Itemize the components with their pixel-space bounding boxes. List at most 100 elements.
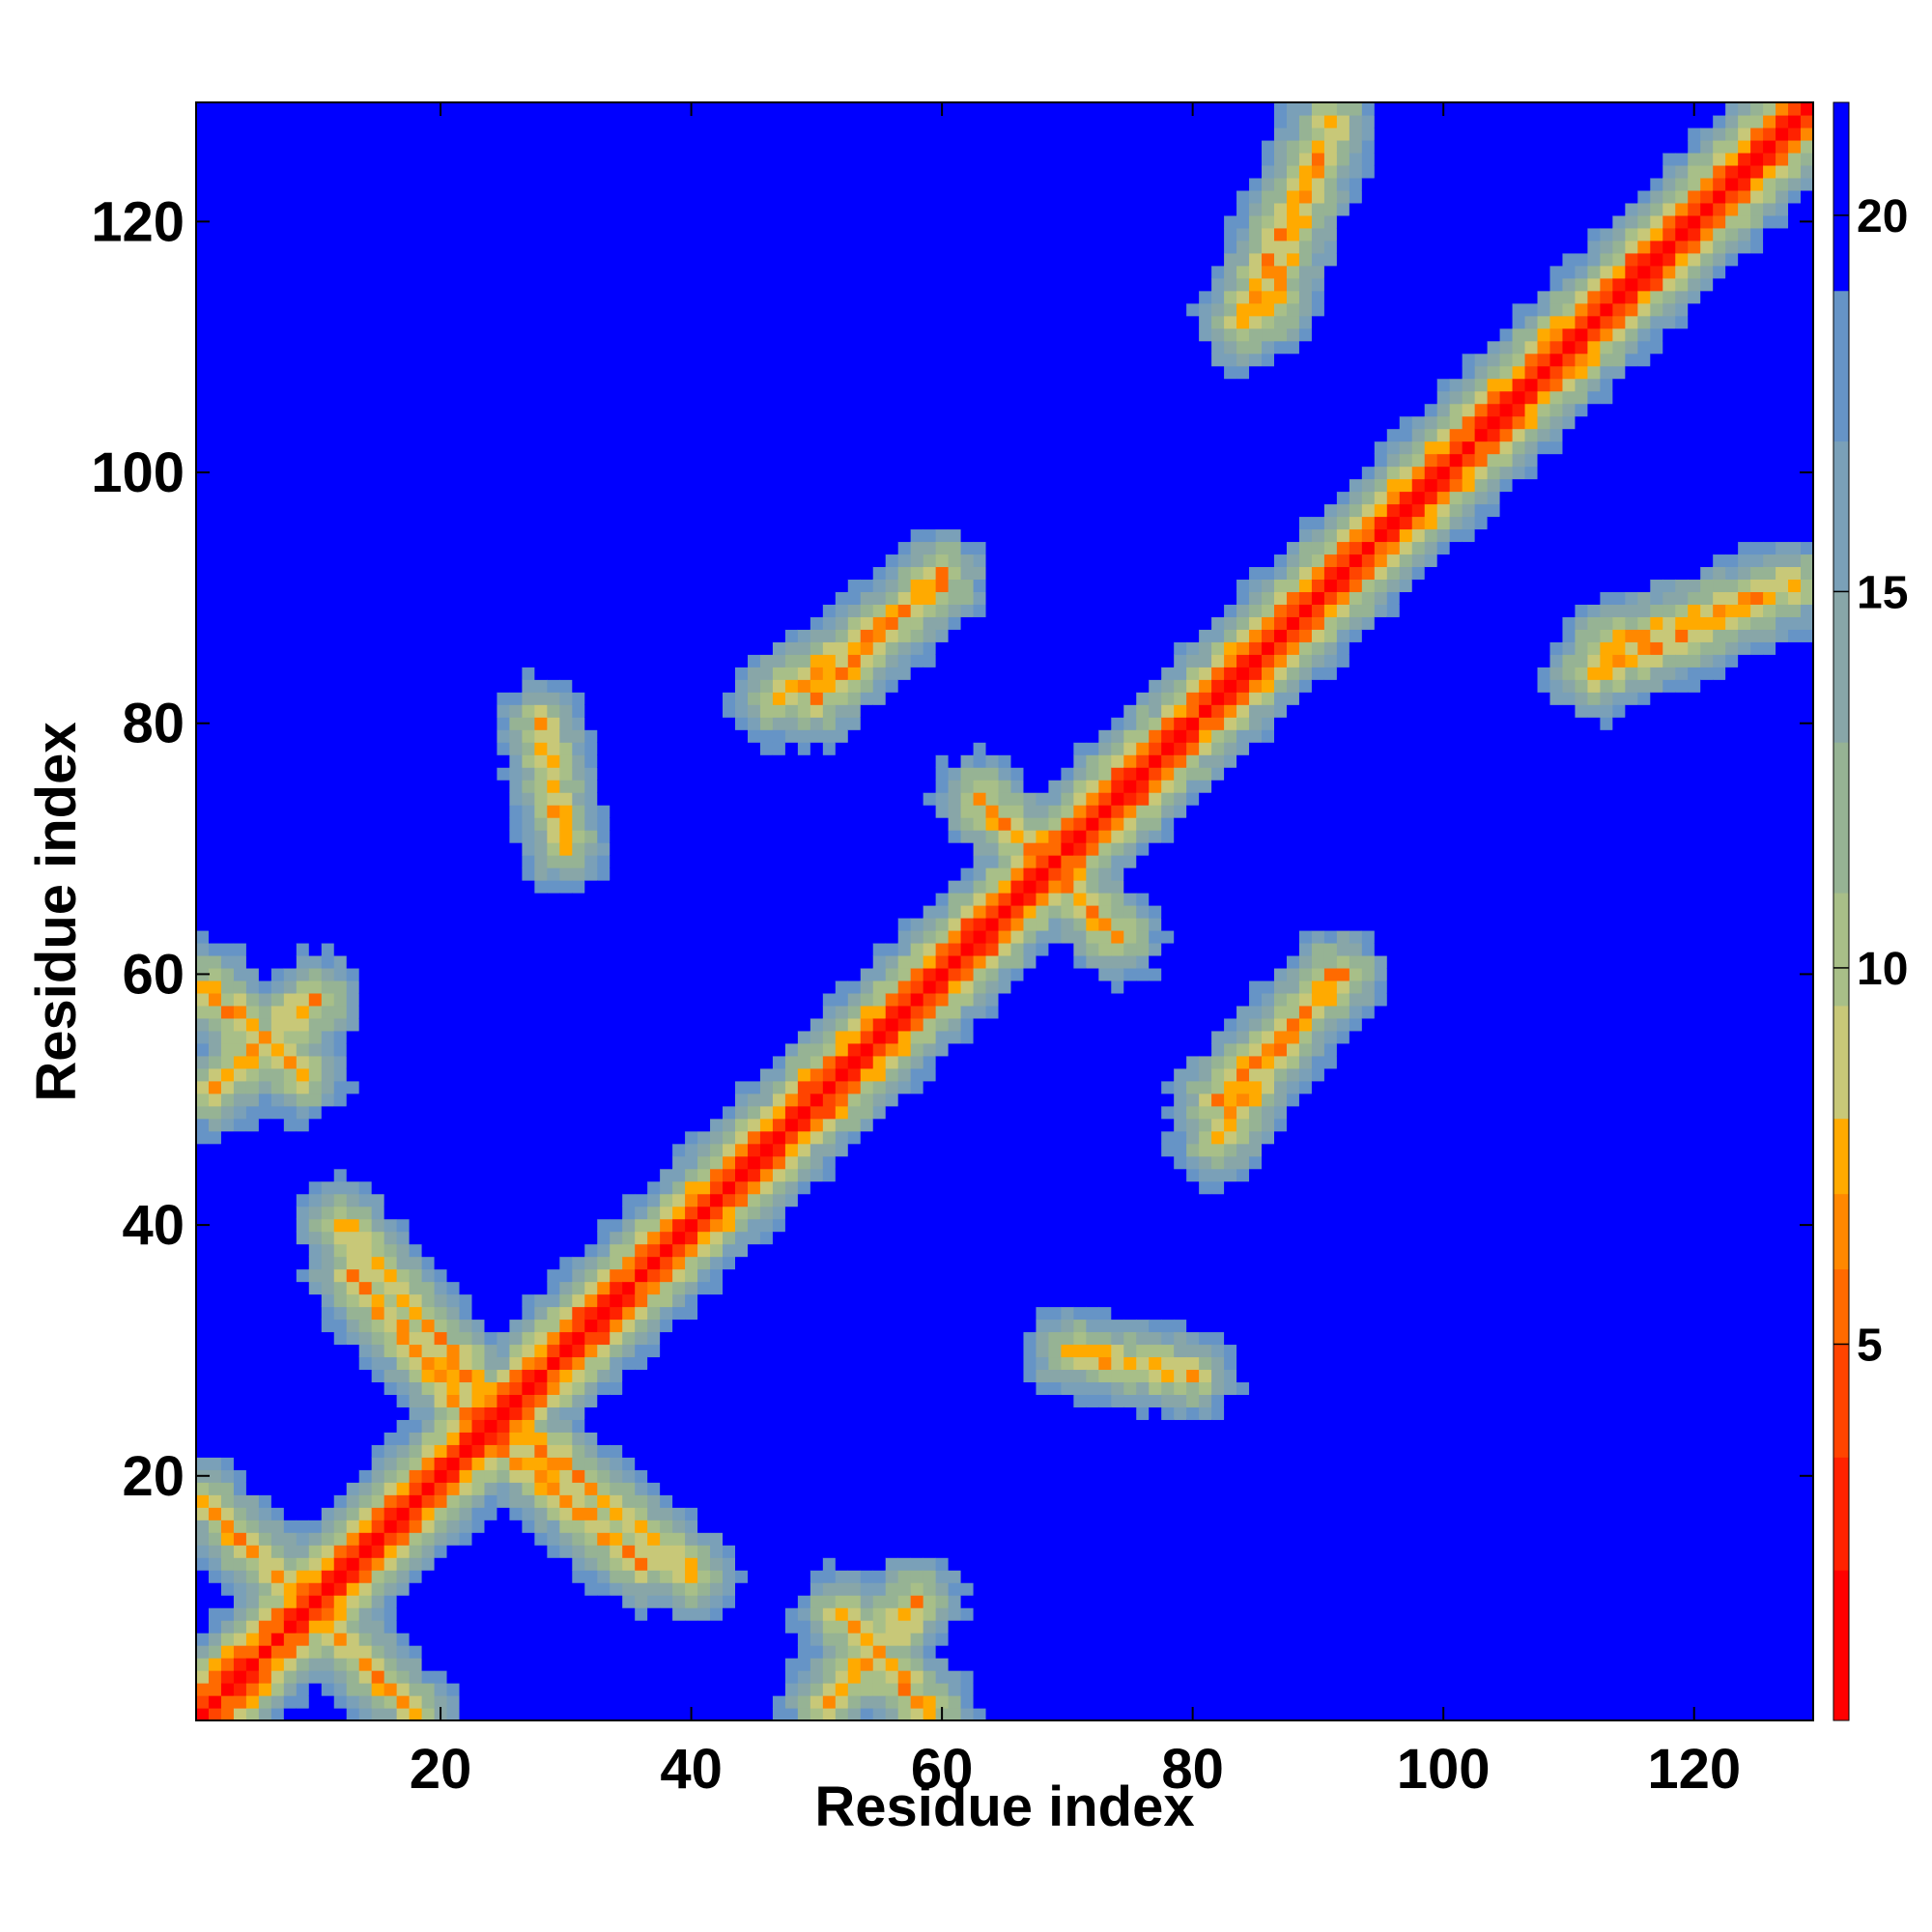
heatmap-cell (208, 353, 222, 367)
heatmap-cell (434, 378, 448, 392)
heatmap-cell (660, 1005, 673, 1019)
heatmap-cell (346, 1055, 360, 1069)
heatmap-cell (308, 1695, 323, 1709)
heatmap-cell (371, 315, 385, 329)
heatmap-cell (321, 1633, 335, 1646)
heatmap-cell (459, 1206, 473, 1220)
heatmap-cell (321, 1193, 335, 1208)
heatmap-cell (471, 1507, 486, 1520)
heatmap-cell (196, 528, 210, 543)
heatmap-cell (446, 177, 461, 191)
heatmap-cell (572, 1306, 585, 1321)
heatmap-cell (346, 491, 360, 505)
heatmap-cell (647, 1118, 661, 1132)
heatmap-cell (572, 855, 585, 868)
heatmap-cell (346, 327, 360, 342)
heatmap-cell (358, 164, 373, 179)
heatmap-cell (534, 164, 548, 179)
heatmap-cell (647, 742, 661, 755)
heatmap-cell (584, 591, 598, 605)
heatmap-cell (584, 1356, 598, 1371)
heatmap-cell (358, 415, 373, 430)
heatmap-cell (308, 189, 323, 204)
heatmap-cell (208, 980, 222, 994)
heatmap-cell (584, 1017, 598, 1032)
heatmap-cell (208, 1155, 222, 1170)
heatmap-cell (484, 1444, 498, 1458)
heatmap-cell (296, 478, 310, 493)
heatmap-cell (421, 1633, 436, 1646)
heatmap-cell (321, 604, 335, 617)
heatmap-cell (371, 277, 385, 292)
heatmap-cell (484, 127, 498, 141)
heatmap-cell (384, 1093, 398, 1107)
heatmap-cell (534, 1708, 548, 1721)
heatmap-cell (471, 1381, 486, 1395)
heatmap-cell (384, 1595, 398, 1608)
heatmap-cell (522, 942, 535, 956)
heatmap-cell (333, 604, 348, 617)
heatmap-cell (296, 1093, 310, 1107)
heatmap-cell (584, 1042, 598, 1057)
heatmap-cell (484, 1708, 498, 1721)
heatmap-cell (384, 164, 398, 179)
heatmap-cell (283, 667, 298, 680)
heatmap-cell (471, 1607, 486, 1621)
heatmap-cell (421, 754, 436, 768)
heatmap-cell (409, 1293, 423, 1308)
heatmap-cell (233, 679, 247, 693)
heatmap-cell (597, 1168, 611, 1182)
heatmap-cell (622, 1168, 636, 1182)
heatmap-cell (245, 616, 260, 630)
heatmap-cell (584, 1658, 598, 1671)
heatmap-cell (559, 767, 573, 781)
heatmap-cell (220, 102, 235, 116)
heatmap-cell (208, 967, 222, 981)
heatmap-cell (409, 954, 423, 969)
heatmap-cell (622, 654, 636, 668)
heatmap-cell (283, 453, 298, 468)
heatmap-cell (622, 1017, 636, 1032)
heatmap-cell (283, 1155, 298, 1170)
heatmap-cell (597, 792, 611, 806)
heatmap-cell (296, 315, 310, 329)
heatmap-cell (283, 541, 298, 555)
heatmap-cell (446, 1469, 461, 1483)
heatmap-cell (484, 1369, 498, 1383)
heatmap-cell (358, 1055, 373, 1069)
heatmap-cell (660, 1520, 673, 1533)
heatmap-cell (497, 152, 511, 166)
heatmap-cell (220, 1193, 235, 1208)
heatmap-cell (647, 1268, 661, 1283)
heatmap-cell (296, 1695, 310, 1709)
heatmap-cell (559, 1042, 573, 1057)
heatmap-cell (296, 327, 310, 342)
heatmap-cell (245, 767, 260, 781)
heatmap-cell (358, 1168, 373, 1182)
heatmap-cell (308, 1494, 323, 1508)
heatmap-cell (635, 1281, 648, 1295)
heatmap-cell (346, 127, 360, 141)
heatmap-cell (346, 1683, 360, 1696)
heatmap-cell (610, 1444, 623, 1458)
heatmap-cell (434, 554, 448, 568)
heatmap-cell (622, 1306, 636, 1321)
heatmap-cell (522, 1381, 535, 1395)
heatmap-cell (220, 491, 235, 505)
heatmap-cell (384, 390, 398, 405)
heatmap-cell (446, 641, 461, 655)
heatmap-cell (459, 654, 473, 668)
heatmap-cell (647, 1344, 661, 1358)
heatmap-cell (321, 177, 335, 191)
heatmap-cell (471, 541, 486, 555)
heatmap-cell (622, 1093, 636, 1107)
heatmap-cell (672, 767, 686, 781)
heatmap-cell (497, 1331, 511, 1346)
heatmap-cell (208, 1005, 222, 1019)
heatmap-cell (346, 1268, 360, 1283)
heatmap-cell (258, 1193, 272, 1208)
heatmap-cell (208, 277, 222, 292)
heatmap-cell (547, 591, 560, 605)
heatmap-cell (321, 1180, 335, 1195)
heatmap-cell (434, 466, 448, 480)
